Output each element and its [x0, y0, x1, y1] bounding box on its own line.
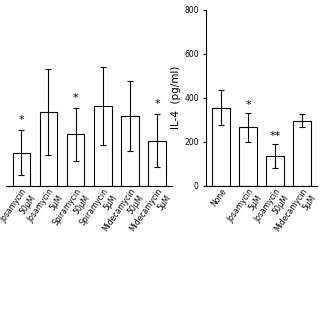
- Y-axis label: IL-4  (pg/ml): IL-4 (pg/ml): [172, 66, 181, 129]
- Bar: [293, 121, 311, 186]
- Text: *: *: [73, 93, 78, 103]
- Text: **: **: [269, 131, 281, 141]
- Bar: [121, 116, 139, 320]
- Bar: [239, 127, 257, 186]
- Text: *: *: [19, 116, 24, 125]
- Bar: [67, 134, 84, 320]
- Text: *: *: [154, 99, 160, 109]
- Bar: [40, 112, 57, 320]
- Text: *: *: [245, 100, 251, 110]
- Bar: [148, 140, 166, 320]
- Bar: [212, 108, 230, 186]
- Bar: [266, 156, 284, 186]
- Bar: [12, 153, 30, 320]
- Bar: [94, 106, 112, 320]
